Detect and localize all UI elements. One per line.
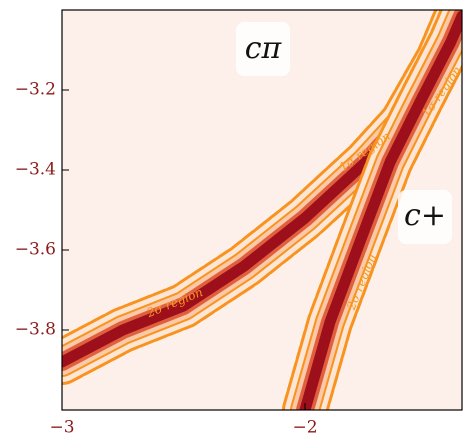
annotation: c+ bbox=[404, 198, 446, 233]
label-box bbox=[398, 190, 452, 244]
bands bbox=[62, 10, 462, 410]
label-box bbox=[236, 22, 290, 76]
frame bbox=[61, 9, 463, 411]
ticks: −3 −2 −3.2 −3.4 −3.6 −3.8 bbox=[15, 80, 318, 438]
band bbox=[299, 10, 462, 410]
y-tick-label: −3.4 bbox=[15, 160, 56, 180]
y-tick-label: −3.6 bbox=[15, 240, 56, 260]
x-tick-label: −2 bbox=[292, 418, 317, 438]
y-tick-label: −3.8 bbox=[15, 320, 56, 340]
annotation: cπ bbox=[245, 31, 283, 66]
y-tick-label: −3.2 bbox=[15, 80, 56, 100]
x-tick-label: −3 bbox=[49, 418, 74, 438]
